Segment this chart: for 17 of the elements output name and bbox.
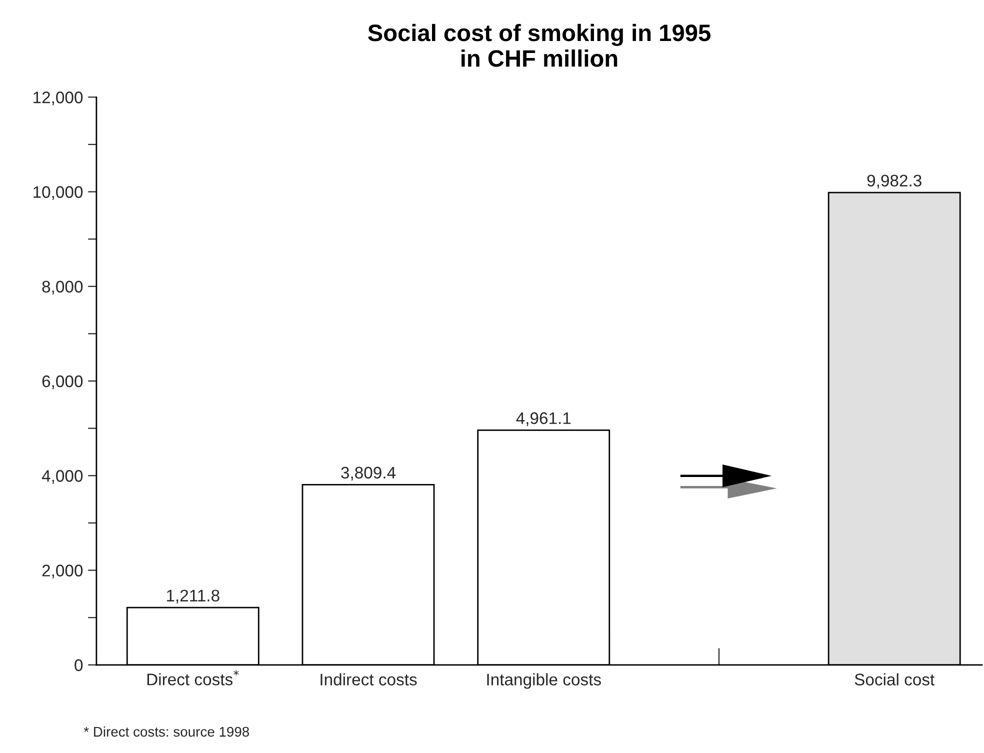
y-tick-label: 8,000 [42,280,83,295]
y-tick-label: 6,000 [42,375,83,390]
data-label: 9,982.3 [867,174,922,188]
y-tick-label: 12,000 [34,92,83,106]
data-label: 4,961.1 [516,412,571,426]
x-tick-label: Indirect costs [320,673,417,686]
y-tick-label: 0 [74,659,83,672]
data-label: 3,809.4 [341,466,396,481]
x-tick-label: Direct costs$^{*}$ [147,670,239,686]
text: * Direct costs: source 1998 [84,726,250,737]
x-tick-label: Social cost [854,673,935,686]
y-tick-label: 4,000 [42,470,83,484]
y-tick-label: 10,000 [34,186,83,200]
data-label: 1,211.8 [166,590,220,604]
x-tick-label: Intangible costs [487,673,601,689]
chart-title: Social cost of smoking in 1995 in CHF million [368,24,710,67]
y-tick-label: 2,000 [42,564,83,578]
